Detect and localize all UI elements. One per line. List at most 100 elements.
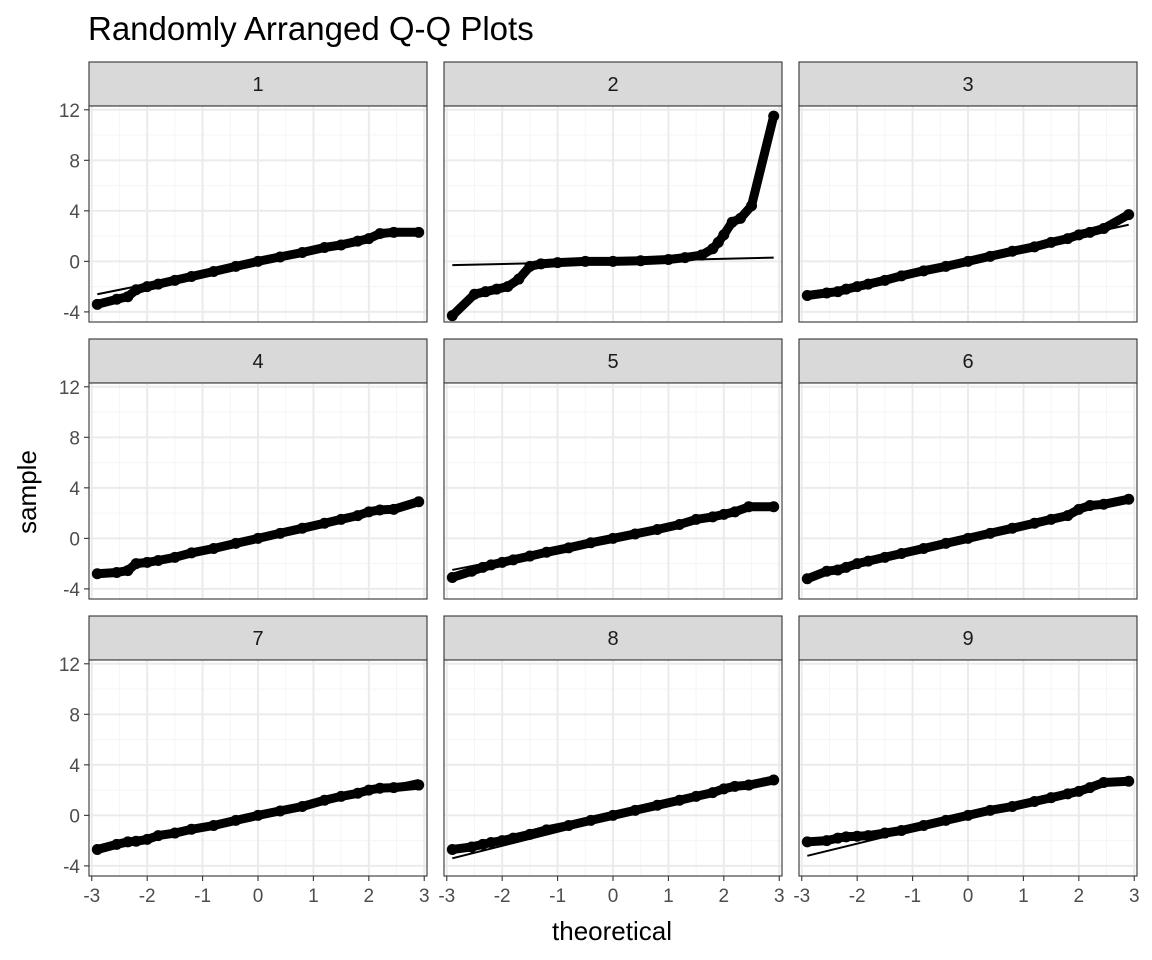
qq-point: [152, 278, 164, 290]
qq-point: [768, 501, 780, 513]
qq-point: [502, 281, 514, 293]
x-tick-label: 2: [1074, 886, 1085, 907]
qq-point: [141, 281, 153, 293]
qq-point: [607, 809, 619, 821]
qq-point: [579, 255, 591, 267]
qq-point: [718, 229, 730, 241]
qq-point: [122, 565, 134, 577]
qq-point: [629, 804, 641, 816]
qq-point: [918, 819, 930, 831]
y-tick-label: 0: [69, 806, 80, 827]
qq-point: [743, 779, 755, 791]
qq-point: [413, 226, 425, 238]
qq-point: [413, 496, 425, 508]
qq-point: [679, 252, 691, 264]
qq-point: [1045, 792, 1057, 804]
qq-point: [230, 260, 242, 272]
x-tick-label: -1: [904, 886, 921, 907]
qq-point: [1045, 236, 1057, 248]
x-tick-label: -1: [549, 886, 566, 907]
x-tick-label: -1: [194, 886, 211, 907]
facet-strip: [88, 615, 428, 661]
qq-point: [879, 827, 891, 839]
qq-point: [130, 835, 142, 847]
qq-point: [607, 532, 619, 544]
qq-point: [491, 283, 503, 295]
x-tick-label: -2: [849, 886, 866, 907]
qq-point: [152, 830, 164, 842]
qq-point: [1123, 493, 1135, 505]
qq-point: [535, 258, 547, 270]
y-tick-label: 4: [69, 202, 80, 223]
x-tick-label: 0: [253, 886, 264, 907]
qq-point: [651, 524, 663, 536]
qq-point: [541, 824, 553, 836]
qq-point: [111, 838, 123, 850]
qq-point: [230, 814, 242, 826]
y-tick-label: 12: [59, 655, 80, 676]
qq-point: [962, 532, 974, 544]
qq-point: [466, 565, 478, 577]
qq-point: [169, 827, 181, 839]
facet-panel-1: 1 -4 0 4 8 12: [59, 61, 428, 324]
qq-point: [718, 508, 730, 520]
qq-point: [707, 511, 719, 523]
qq-point: [896, 825, 908, 837]
qq-point: [690, 790, 702, 802]
qq-point: [879, 274, 891, 286]
qq-point: [208, 265, 220, 277]
qq-point: [122, 291, 134, 303]
qq-point: [186, 823, 198, 835]
qq-point: [1062, 510, 1074, 522]
qq-point: [585, 537, 597, 549]
qq-point: [318, 241, 330, 253]
qq-point: [111, 293, 123, 305]
qq-point: [801, 836, 813, 848]
qq-point: [363, 233, 375, 245]
qq-point: [1028, 241, 1040, 253]
qq-point: [413, 779, 425, 791]
panel-border: [443, 382, 783, 600]
qq-point: [485, 837, 497, 849]
x-tick-label: 1: [308, 886, 319, 907]
y-tick-label: 12: [59, 378, 80, 399]
qq-point: [862, 278, 874, 290]
qq-point: [821, 287, 833, 299]
qq-point: [466, 841, 478, 853]
qq-point: [252, 532, 264, 544]
qq-point: [374, 228, 386, 240]
qq-point: [832, 286, 844, 298]
x-tick-label: 3: [774, 886, 785, 907]
x-tick-label: 0: [608, 886, 619, 907]
qq-point: [274, 805, 286, 817]
qq-point: [840, 283, 852, 295]
qq-point: [274, 527, 286, 539]
facet-strip-label: 4: [252, 351, 263, 373]
facet-strip-label: 9: [962, 628, 973, 650]
facet-strip-label: 5: [607, 351, 618, 373]
qq-point: [673, 518, 685, 530]
qq-point: [840, 561, 852, 573]
qq-point: [122, 836, 134, 848]
facet-strip: [443, 338, 783, 384]
qq-point: [896, 270, 908, 282]
qq-point: [768, 774, 780, 786]
facet-strip-label: 7: [252, 628, 263, 650]
qq-point: [585, 814, 597, 826]
x-tick-label: 2: [364, 886, 375, 907]
x-tick-label: 1: [1018, 886, 1029, 907]
qq-point: [862, 555, 874, 567]
qq-point: [768, 110, 780, 122]
qq-point: [388, 503, 400, 515]
qq-point: [141, 556, 153, 568]
qq-point: [734, 212, 746, 224]
qq-point: [335, 790, 347, 802]
qq-point: [252, 809, 264, 821]
qq-point: [130, 558, 142, 570]
x-tick-label: 0: [963, 886, 974, 907]
qq-point: [832, 564, 844, 576]
qq-point: [563, 542, 575, 554]
qq-point: [840, 831, 852, 843]
